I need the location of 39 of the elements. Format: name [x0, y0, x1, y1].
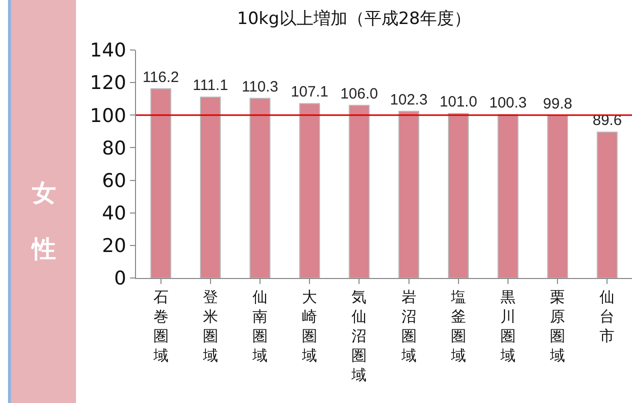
x-tick-label: 仙南圏域	[252, 288, 268, 364]
y-tick-label: 140	[90, 40, 126, 62]
y-axis-title: 女性	[30, 178, 57, 265]
bar	[200, 96, 221, 278]
data-label: 99.8	[543, 95, 572, 112]
y-tick-label: 120	[90, 72, 126, 94]
x-tick-label: 栗原圏域	[549, 288, 566, 364]
bar	[398, 110, 420, 278]
y-tick-label: 0	[114, 268, 126, 290]
data-label: 111.1	[192, 77, 228, 94]
data-label: 101.0	[440, 94, 478, 111]
bar	[596, 132, 618, 278]
data-label: 100.3	[489, 94, 527, 112]
data-label: 106.0	[340, 85, 378, 102]
x-tick-label: 塩釜圏域	[450, 288, 466, 364]
bar	[150, 88, 172, 278]
data-label: 107.1	[290, 84, 328, 101]
bar	[348, 104, 370, 278]
y-tick-label: 100	[90, 104, 126, 127]
bar	[547, 114, 568, 278]
bar	[498, 114, 518, 278]
y-tick-label: 40	[102, 202, 126, 225]
bar	[299, 103, 320, 278]
bar	[448, 113, 469, 278]
x-tick-label: 大崎圏域	[301, 288, 318, 364]
bar	[250, 98, 270, 278]
y-tick-label: 80	[102, 137, 126, 160]
x-tick-label: 岩沼圏域	[400, 288, 416, 364]
x-tick-label: 黒川圏域	[500, 288, 516, 364]
x-tick-label: 気仙沼圏域	[350, 288, 367, 384]
data-label: 116.2	[142, 68, 180, 86]
y-tick-label: 60	[102, 170, 126, 192]
y-tick-label: 20	[102, 235, 126, 258]
data-label: 102.3	[390, 91, 428, 108]
x-tick-label: 仙台市	[600, 288, 615, 345]
x-tick-label: 石巻圏域	[152, 288, 168, 364]
chart-title: 10kg以上増加（平成28年度）	[237, 8, 471, 29]
data-label: 110.3	[242, 78, 278, 96]
x-tick-label: 登米圏域	[202, 288, 218, 364]
